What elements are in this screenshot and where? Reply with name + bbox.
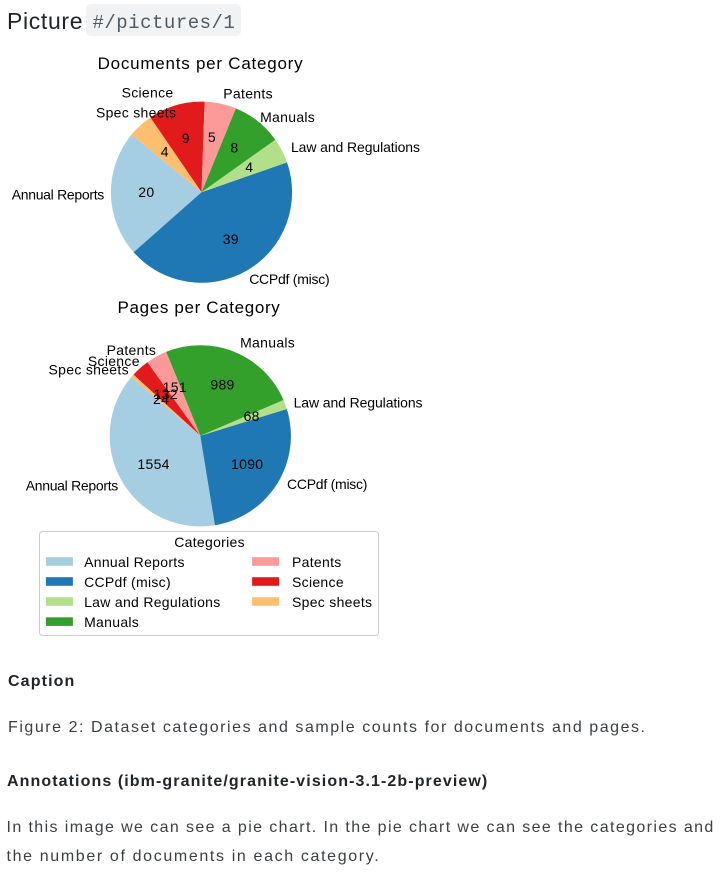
svg-text:39: 39 <box>223 231 239 247</box>
svg-text:5: 5 <box>208 129 216 145</box>
svg-text:4: 4 <box>161 144 169 160</box>
svg-text:Pages per Category: Pages per Category <box>118 298 281 317</box>
svg-text:Spec sheets: Spec sheets <box>49 361 129 377</box>
svg-text:Manuals: Manuals <box>260 109 315 125</box>
svg-text:Spec sheets: Spec sheets <box>96 105 176 121</box>
svg-text:Law and Regulations: Law and Regulations <box>291 139 420 155</box>
svg-text:CCPdf (misc): CCPdf (misc) <box>84 574 171 590</box>
svg-text:4: 4 <box>245 159 253 175</box>
svg-text:CCPdf (misc): CCPdf (misc) <box>249 271 329 287</box>
svg-text:Science: Science <box>88 353 140 369</box>
svg-text:Patents: Patents <box>107 342 157 358</box>
svg-text:Patents: Patents <box>223 86 273 102</box>
svg-text:1554: 1554 <box>137 456 169 472</box>
svg-text:Documents per Category: Documents per Category <box>98 54 304 73</box>
svg-text:Science: Science <box>292 574 344 590</box>
svg-text:151: 151 <box>163 379 187 395</box>
svg-text:24: 24 <box>153 391 169 407</box>
svg-text:Law and Regulations: Law and Regulations <box>84 594 220 610</box>
svg-text:Law and Regulations: Law and Regulations <box>294 394 423 410</box>
svg-text:CCPdf (misc): CCPdf (misc) <box>287 476 367 492</box>
svg-text:Annual Reports: Annual Reports <box>84 554 185 570</box>
svg-text:9: 9 <box>182 130 190 146</box>
svg-text:Spec sheets: Spec sheets <box>292 594 372 610</box>
svg-text:Manuals: Manuals <box>84 614 139 630</box>
svg-text:Manuals: Manuals <box>240 335 295 351</box>
svg-text:68: 68 <box>244 408 260 424</box>
svg-text:Annual Reports: Annual Reports <box>12 186 105 202</box>
svg-text:Annual Reports: Annual Reports <box>26 478 119 494</box>
svg-text:8: 8 <box>230 140 238 156</box>
svg-text:132: 132 <box>154 386 178 402</box>
svg-text:989: 989 <box>210 376 234 392</box>
svg-text:Categories: Categories <box>174 534 245 550</box>
svg-text:Patents: Patents <box>292 554 342 570</box>
svg-text:1090: 1090 <box>231 456 263 472</box>
svg-text:Science: Science <box>122 84 174 100</box>
svg-text:20: 20 <box>138 184 154 200</box>
